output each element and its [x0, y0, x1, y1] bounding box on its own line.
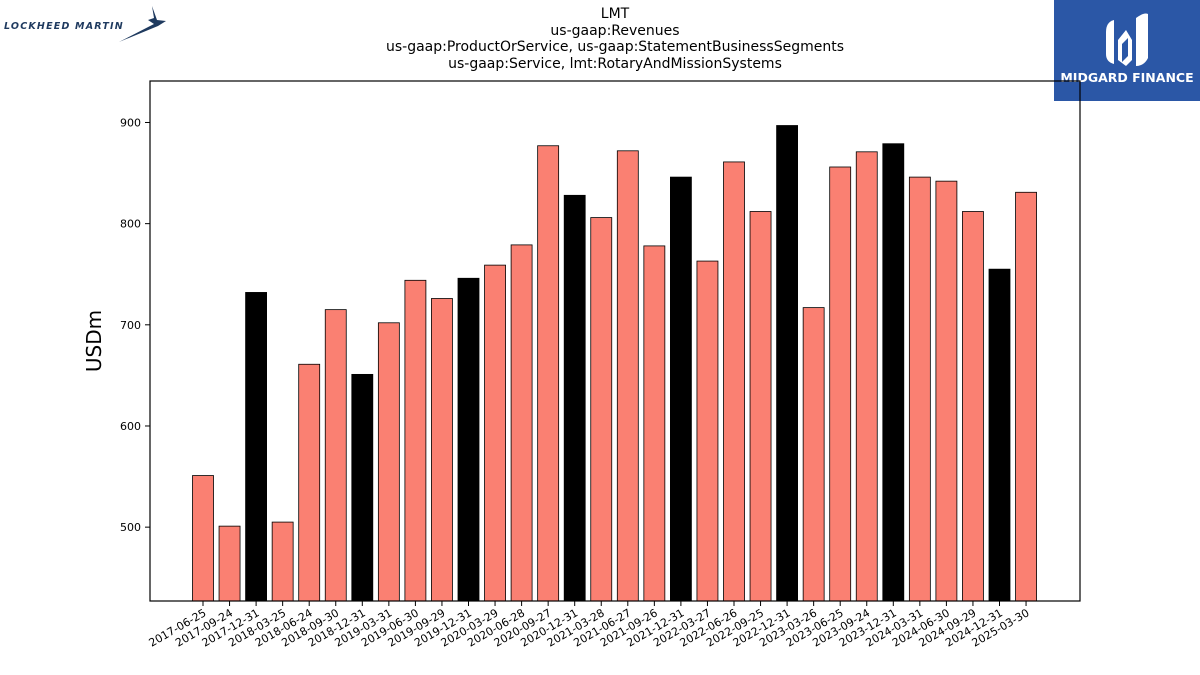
- bar-2024-06-30: [935, 180, 958, 602]
- lockheed-martin-logo: LOCKHEED MARTIN: [4, 4, 169, 44]
- bar-2021-12-31: [670, 176, 692, 602]
- y-tick-label: 800: [120, 218, 141, 231]
- bar-2017-12-31: [245, 292, 268, 602]
- bar-2017-09-24: [218, 525, 241, 602]
- bar-2020-09-27: [537, 145, 560, 602]
- bar-2021-06-27: [616, 150, 639, 602]
- bar-2020-06-28: [510, 244, 533, 602]
- midgard-finance-logo: MIDGARD FINANCE: [1054, 0, 1200, 101]
- bar-2023-12-31: [882, 143, 905, 602]
- title-line-axis-1: us-gaap:ProductOrService, us-gaap:Statem…: [385, 39, 844, 55]
- y-axis-label: USDm: [82, 310, 106, 372]
- bar-2019-09-29: [431, 298, 453, 602]
- y-tick-label: 600: [120, 420, 141, 433]
- bar-2018-09-30: [324, 309, 347, 602]
- star-icon: LOCKHEED MARTIN: [4, 6, 166, 42]
- bar-2023-06-25: [829, 166, 852, 602]
- x-axis-ticks: 2017-06-252017-09-242017-12-312018-03-25…: [147, 601, 1032, 650]
- bar-2019-06-30: [404, 279, 427, 602]
- bar-2017-06-25: [192, 475, 214, 602]
- bar-2024-09-29: [962, 211, 984, 602]
- title-line-ticker: LMT: [600, 6, 630, 22]
- bar-2020-03-29: [484, 264, 506, 602]
- title-line-concept: us-gaap:Revenues: [550, 22, 680, 39]
- lockheed-logo-text: LOCKHEED MARTIN: [4, 21, 124, 32]
- bar-2018-03-25: [271, 521, 294, 602]
- bar-2022-09-25: [749, 211, 772, 602]
- bar-2024-12-31: [988, 268, 1011, 602]
- y-axis-ticks: 500 600 700 800 900: [120, 116, 150, 534]
- bar-2018-06-24: [298, 363, 321, 602]
- bar-2022-03-27: [696, 260, 719, 602]
- bar-2024-03-31: [908, 176, 931, 602]
- chart-title: LMT us-gaap:Revenues us-gaap:ProductOrSe…: [150, 6, 1080, 72]
- bar-2020-12-31: [563, 194, 586, 602]
- y-tick-label: 500: [120, 521, 141, 534]
- bar-2022-06-26: [723, 161, 745, 602]
- bar-2023-09-24: [855, 151, 878, 602]
- y-tick-label: 900: [120, 116, 141, 129]
- midgard-logo-text: MIDGARD FINANCE: [1060, 70, 1194, 85]
- bar-2019-12-31: [457, 277, 480, 602]
- bar-2022-12-31: [776, 125, 798, 602]
- title-line-axis-2: us-gaap:Service, lmt:RotaryAndMissionSys…: [448, 55, 782, 72]
- bar-2018-12-31: [351, 373, 374, 602]
- bars-group: [192, 125, 1037, 602]
- bar-2021-03-28: [590, 217, 613, 602]
- y-tick-label: 700: [120, 319, 141, 332]
- plot-frame: [149, 80, 1081, 602]
- bar-2023-03-26: [802, 307, 825, 602]
- bar-2021-09-26: [643, 245, 666, 602]
- midgard-logo-icon: [1106, 13, 1148, 66]
- bar-2019-03-31: [377, 322, 400, 602]
- bar-2025-03-30: [1015, 191, 1037, 602]
